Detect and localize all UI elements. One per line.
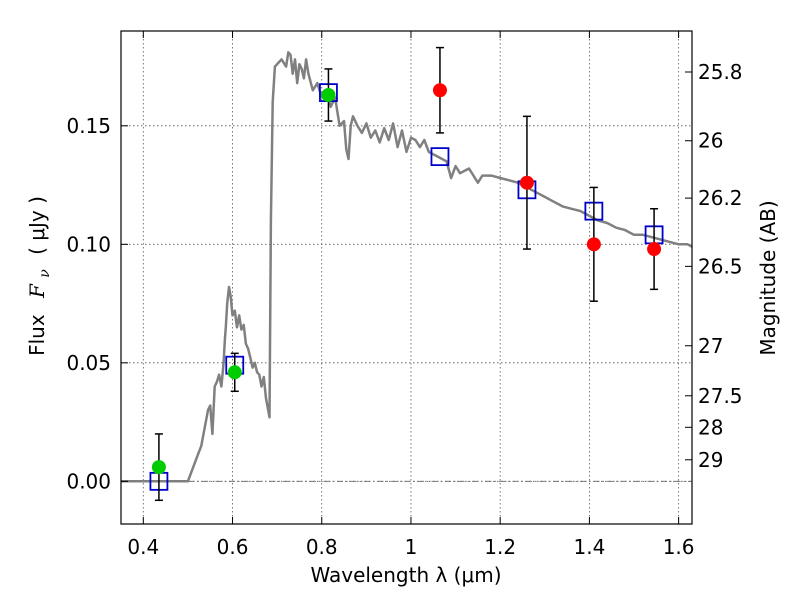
right-tick-label: 26.5 [698, 254, 743, 278]
y-label-subscript: ν [37, 269, 53, 278]
model-square [430, 147, 450, 167]
right-tick-label: 29 [698, 448, 723, 472]
x-tick-label: 1.2 [484, 535, 516, 559]
right-tick-label: 27 [698, 334, 723, 358]
spectrum-group [121, 51, 693, 483]
red-data-point [586, 237, 601, 252]
x-tick-label: 1 [405, 535, 418, 559]
plot-frame [120, 30, 693, 525]
ticks-group: 0.4 0.6 0.8 1 1.2 1.4 1.6 0.00 0.05 0.10 0.15 25.8 2… [66, 31, 743, 559]
right-tick-label: 25.8 [698, 60, 743, 84]
spectrum-line [121, 51, 693, 483]
x-tick-label: 0.6 [217, 535, 249, 559]
y-tick-label: 0.15 [66, 114, 111, 138]
red-data-point [432, 83, 447, 98]
grid [121, 31, 692, 524]
y-tick-label: 0.10 [66, 232, 111, 256]
points-group [149, 46, 664, 502]
green-data-point [227, 365, 242, 380]
right-tick-label: 26.2 [698, 186, 743, 210]
x-axis-label: Wavelength λ (μm) [310, 563, 501, 587]
red-data-point [519, 175, 534, 190]
y-label-prefix: Flux [25, 314, 49, 356]
green-data-point [151, 460, 166, 475]
x-tick-label: 0.8 [306, 535, 338, 559]
y-label-unit: ( μJy ) [25, 196, 49, 255]
y-axis-label: Flux F ν ( μJy ) [25, 196, 54, 356]
y-tick-label: 0.00 [66, 469, 111, 493]
right-tick-label: 27.5 [698, 384, 743, 408]
x-tick-label: 1.6 [663, 535, 695, 559]
red-data-point [647, 242, 662, 257]
green-data-point [321, 87, 336, 102]
y-tick-label: 0.05 [66, 351, 111, 375]
right-tick-label: 28 [698, 415, 723, 439]
x-tick-label: 1.4 [573, 535, 605, 559]
right-tick-label: 26 [698, 129, 723, 153]
x-tick-label: 0.4 [127, 535, 159, 559]
right-axis-label: Magnitude (AB) [756, 200, 780, 355]
y-label-symbol: F [25, 283, 49, 299]
